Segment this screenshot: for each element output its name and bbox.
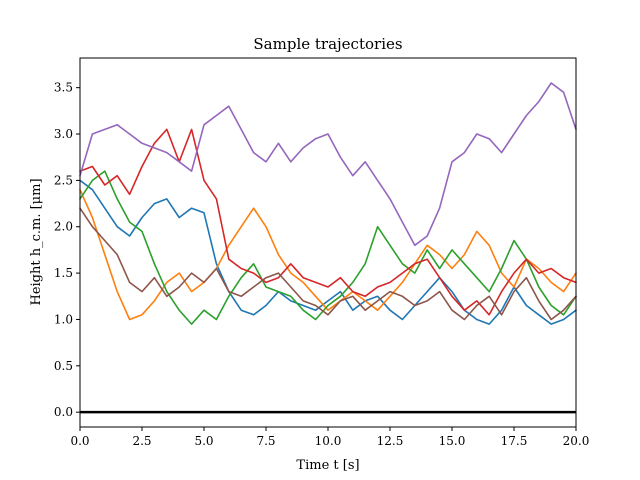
x-tick-label: 20.0 <box>563 434 590 448</box>
x-tick-label: 0.0 <box>70 434 89 448</box>
y-tick-label: 2.0 <box>54 220 73 234</box>
x-tick-label: 15.0 <box>439 434 466 448</box>
y-tick-label: 0.5 <box>54 359 73 373</box>
y-tick-label: 1.5 <box>54 266 73 280</box>
x-tick-label: 17.5 <box>501 434 528 448</box>
trajectory-line-4 <box>79 128 577 316</box>
x-axis-ticks: 0.0 2.5 5.0 7.5 10.0 12.5 15.0 17.5 20.0 <box>70 427 589 448</box>
y-axis-label: Height h_c.m. [μm] <box>29 178 44 305</box>
trajectory-line-3 <box>79 170 577 325</box>
x-axis-label: Time t [s] <box>296 458 359 473</box>
trajectory-line-2 <box>79 188 577 321</box>
trajectory-line-5 <box>79 82 577 247</box>
series-group <box>79 82 577 325</box>
x-tick-label: 10.0 <box>315 434 342 448</box>
y-tick-label: 1.0 <box>54 312 73 326</box>
x-tick-label: 7.5 <box>256 434 275 448</box>
y-tick-label: 3.5 <box>54 81 73 95</box>
y-axis-ticks: 0.0 0.5 1.0 1.5 2.0 2.5 3.0 3.5 <box>54 81 80 419</box>
y-tick-label: 2.5 <box>54 173 73 187</box>
plot-area <box>79 57 577 428</box>
y-tick-label: 3.0 <box>54 127 73 141</box>
x-tick-label: 12.5 <box>377 434 404 448</box>
y-tick-label: 0.0 <box>54 405 73 419</box>
trajectory-line-6 <box>79 207 577 321</box>
chart-title: Sample trajectories <box>253 35 402 53</box>
axes-frame <box>79 57 577 428</box>
x-tick-label: 2.5 <box>132 434 151 448</box>
trajectory-line-1 <box>79 179 577 325</box>
x-tick-label: 5.0 <box>194 434 213 448</box>
